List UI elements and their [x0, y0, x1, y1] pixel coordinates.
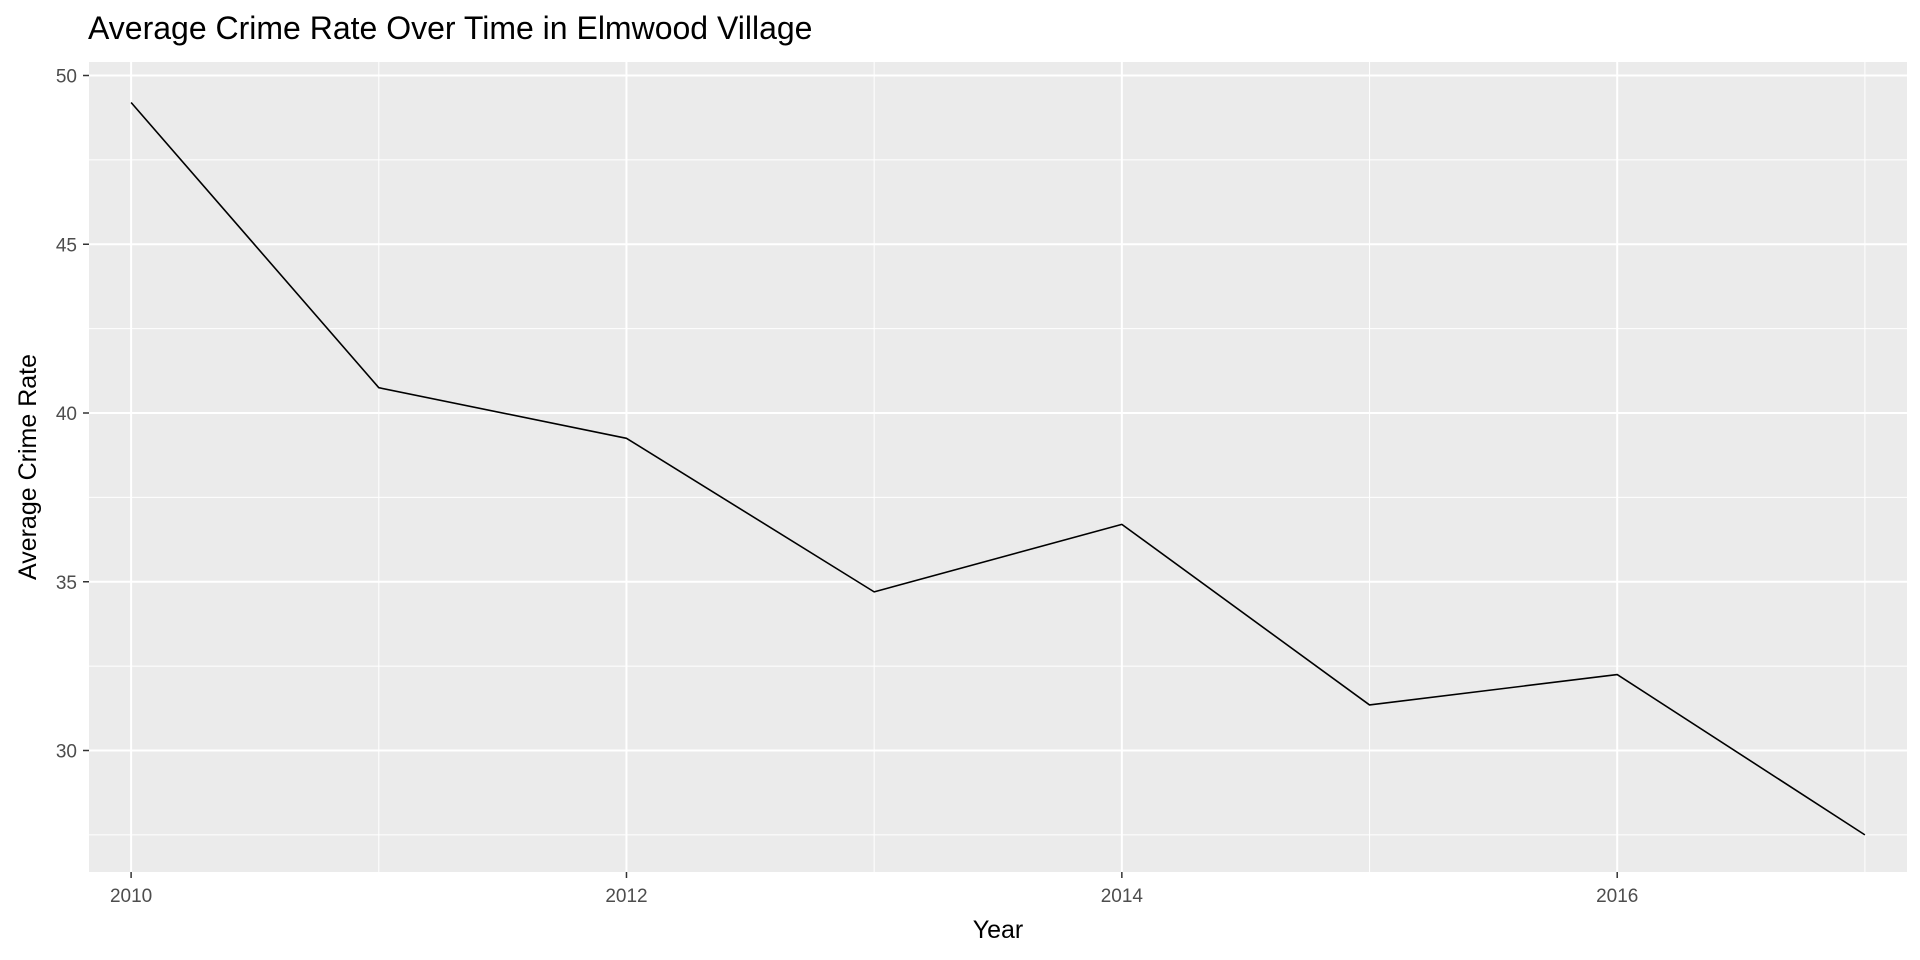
grid-major-lines: [89, 62, 1907, 872]
x-tick-label: 2010: [110, 886, 152, 907]
series-layer: [130, 101, 1866, 836]
chart-title: Average Crime Rate Over Time in Elmwood …: [88, 10, 813, 46]
x-axis: 2010 2012 2014 2016: [110, 872, 1638, 907]
x-tick-label: 2014: [1101, 886, 1144, 907]
y-tick-label: 45: [56, 235, 77, 256]
y-tick-label: 35: [56, 573, 77, 594]
y-axis: 30 35 40 45 50: [56, 67, 89, 763]
y-tick-label: 50: [56, 67, 77, 88]
x-axis-title: Year: [973, 916, 1024, 944]
y-tick-label: 30: [56, 742, 77, 763]
x-tick-label: 2012: [605, 886, 647, 907]
x-tick-label: 2016: [1596, 886, 1638, 907]
series-line: [130, 101, 1866, 836]
plot-panel: [89, 62, 1907, 872]
y-axis-title: Average Crime Rate: [14, 354, 42, 580]
y-tick-label: 40: [56, 404, 77, 425]
grid-minor-lines: [89, 62, 1907, 872]
